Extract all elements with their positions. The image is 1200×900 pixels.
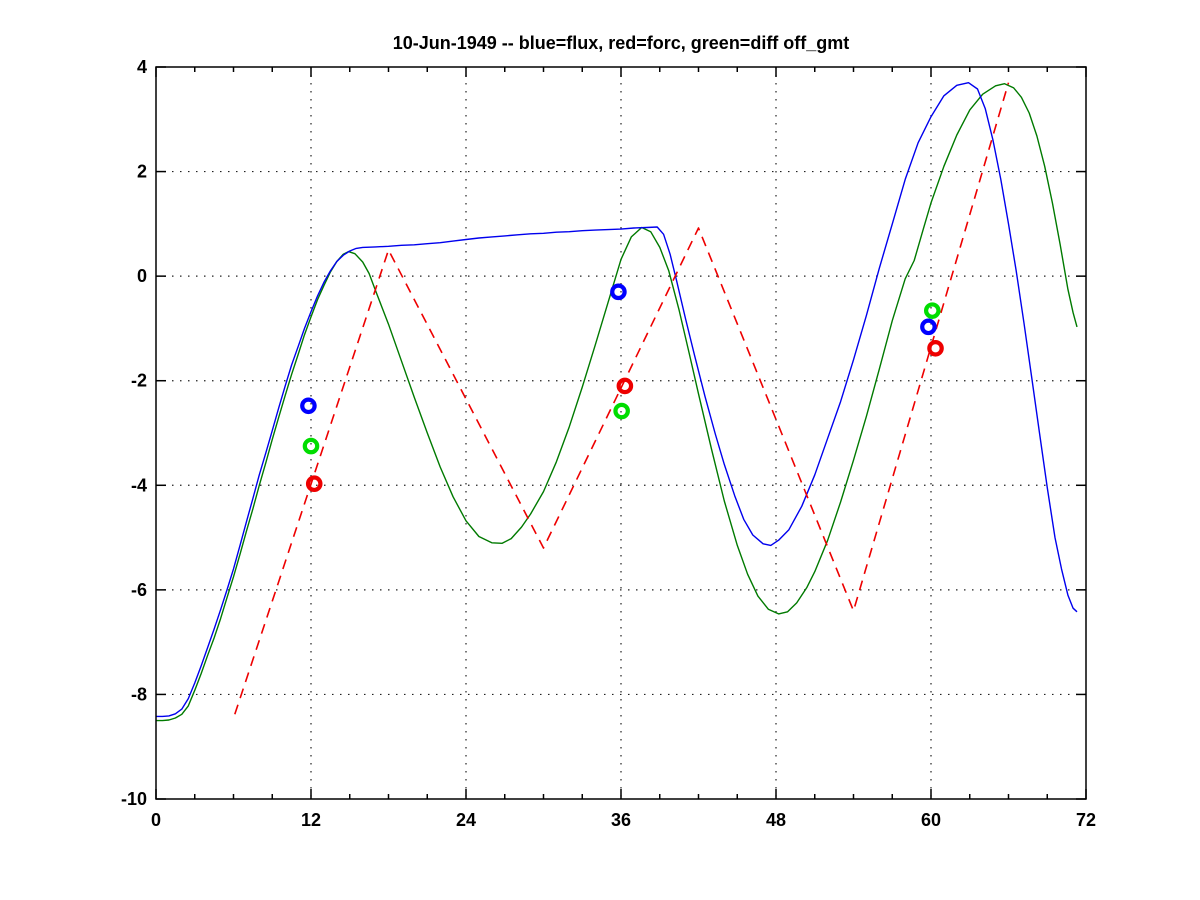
x-tick-label: 12 (301, 810, 321, 830)
axis-box (155, 66, 1087, 800)
x-tick-label: 0 (151, 810, 161, 830)
y-tick-label: -6 (131, 580, 147, 600)
y-tick-label: 2 (137, 162, 147, 182)
forc-marker (927, 339, 944, 357)
forc-marker (616, 377, 634, 395)
flux-marker (610, 283, 627, 301)
flux-marker (920, 318, 937, 336)
y-tick-label: 0 (137, 266, 147, 286)
flux-line (156, 81, 1078, 718)
x-tick-label: 24 (456, 810, 476, 830)
y-tick-label: -8 (131, 684, 147, 704)
x-tick-label: 72 (1076, 810, 1096, 830)
y-tick-label: -10 (121, 789, 147, 809)
diff-line (156, 82, 1078, 722)
y-tick-label: -2 (131, 371, 147, 391)
flux-marker (300, 397, 317, 415)
forc-line (234, 82, 1010, 715)
y-tick-label: 4 (137, 57, 147, 77)
diff-marker (613, 402, 630, 420)
x-tick-label: 36 (611, 810, 631, 830)
chart-title: 10-Jun-1949 -- blue=flux, red=forc, gree… (392, 33, 850, 53)
diff-marker (923, 302, 941, 319)
forc-marker (305, 475, 323, 493)
diff-marker (302, 437, 320, 455)
x-tick-label: 60 (921, 810, 941, 830)
y-tick-label: -4 (131, 475, 147, 495)
x-tick-label: 48 (766, 810, 786, 830)
